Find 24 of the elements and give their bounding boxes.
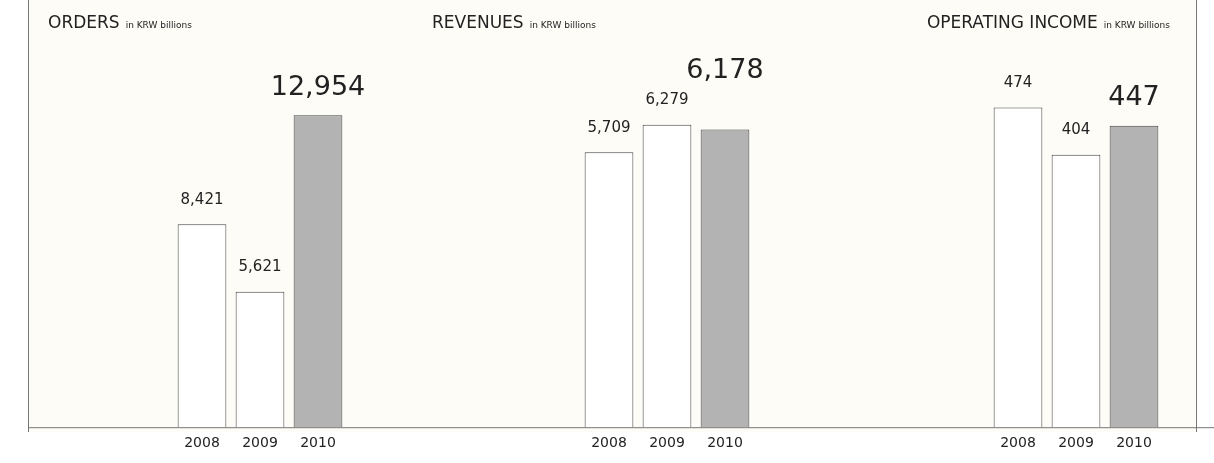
data-label: 5,621 bbox=[238, 257, 282, 276]
x-tick-label: 2010 bbox=[707, 434, 743, 451]
data-label: 404 bbox=[1061, 120, 1091, 139]
data-label: 6,279 bbox=[645, 90, 689, 109]
x-tick-label: 2008 bbox=[591, 434, 627, 451]
data-label: 12,954 bbox=[270, 69, 366, 101]
chart-subtitle: in KRW billions bbox=[125, 20, 192, 30]
data-label: 474 bbox=[1003, 72, 1033, 91]
x-tick-label: 2009 bbox=[1058, 434, 1094, 451]
data-label: 447 bbox=[1108, 80, 1160, 112]
chart-subtitle: in KRW billions bbox=[1103, 20, 1170, 30]
x-tick-label: 2010 bbox=[300, 434, 336, 451]
x-tick-label: 2008 bbox=[184, 434, 220, 451]
data-label: 6,178 bbox=[686, 53, 764, 85]
x-tick-label: 2010 bbox=[1116, 434, 1152, 451]
x-tick-label: 2008 bbox=[1000, 434, 1036, 451]
chart-title: REVENUES bbox=[432, 12, 524, 32]
chart-title: ORDERS bbox=[48, 12, 120, 32]
x-tick-label: 2009 bbox=[242, 434, 278, 451]
x-tick-label: 2009 bbox=[649, 434, 685, 451]
data-label: 5,709 bbox=[587, 117, 631, 136]
chart-title: OPERATING INCOME bbox=[926, 12, 1098, 32]
data-label: 8,421 bbox=[180, 189, 224, 208]
chart-subtitle: in KRW billions bbox=[529, 20, 596, 30]
